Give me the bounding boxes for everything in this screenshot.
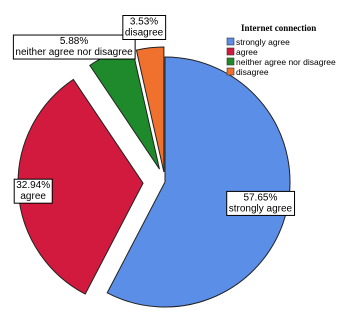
legend-item-label: agree (236, 47, 258, 57)
data-label-value: 57.65% (243, 192, 277, 203)
legend-item-label: neither agree nor disagree (236, 57, 336, 67)
data-labels-layer: 57.65%strongly agree32.94%agree5.88%neit… (12, 14, 296, 216)
legend-item-label: strongly agree (236, 37, 290, 47)
data-label-category: neither agree nor disagree (15, 47, 133, 58)
legend: Internet connection strongly agreeagreen… (226, 23, 336, 77)
data-label-disagree: 3.53%disagree (122, 14, 167, 40)
data-label-strongly-agree: 57.65%strongly agree (226, 190, 296, 216)
legend-swatch (226, 47, 235, 56)
data-label-value: 3.53% (130, 16, 158, 27)
legend-title: Internet connection (241, 23, 316, 33)
data-label-category: disagree (125, 27, 164, 38)
data-label-box (13, 178, 53, 204)
legend-swatch (226, 37, 235, 46)
data-label-box (122, 14, 167, 40)
legend-swatch (226, 57, 235, 66)
data-label-neither-agree-nor-disagree: 5.88%neither agree nor disagree (12, 34, 136, 60)
data-label-value: 32.94% (16, 180, 50, 191)
data-label-box (12, 34, 136, 60)
data-label-box (226, 190, 296, 216)
data-label-category: strongly agree (229, 203, 293, 214)
data-label-agree: 32.94%agree (13, 178, 53, 204)
slices-layer (17, 46, 291, 308)
pie-slice-disagree (135, 46, 165, 173)
data-label-category: agree (20, 191, 46, 202)
legend-item-label: disagree (236, 67, 269, 77)
data-label-value: 5.88% (60, 36, 88, 47)
legend-swatch (226, 67, 235, 76)
